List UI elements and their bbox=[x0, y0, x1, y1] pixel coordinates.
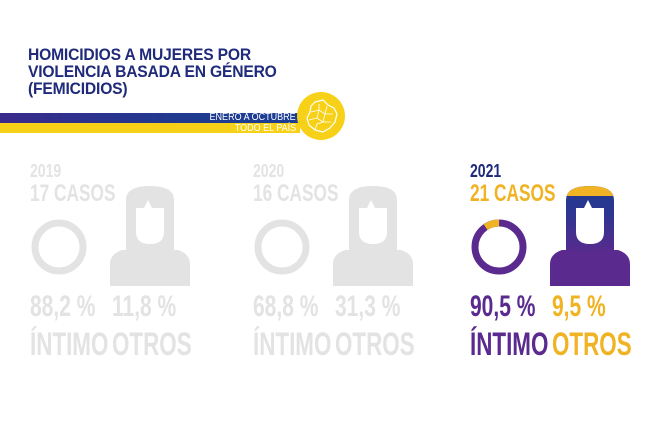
intimo-label: ÍNTIMO bbox=[470, 326, 549, 362]
yellow-band bbox=[0, 123, 300, 133]
period-label: ENERO A OCTUBRE bbox=[209, 112, 296, 123]
donut-chart-icon bbox=[31, 219, 87, 275]
scope-label: TODO EL PAÍS bbox=[234, 123, 296, 134]
woman-icon bbox=[110, 186, 190, 286]
year-label: 2020 bbox=[253, 161, 285, 181]
year-label: 2019 bbox=[30, 161, 62, 181]
otros-percent: 11,8 % bbox=[112, 290, 177, 323]
intimo-percent: 90,5 % bbox=[470, 290, 536, 323]
intimo-percent: 68,8 % bbox=[253, 290, 319, 323]
year-label: 2021 bbox=[470, 161, 502, 181]
year-block-2019: 2019 17 CASOS 88,2 % 11,8 % ÍNTIMO OTROS bbox=[30, 160, 230, 370]
otros-percent: 31,3 % bbox=[335, 290, 401, 323]
uruguay-map-icon bbox=[297, 92, 345, 140]
otros-percent: 9,5 % bbox=[552, 290, 606, 323]
woman-icon bbox=[550, 186, 630, 286]
title-line-1: HOMICIDIOS A MUJERES POR bbox=[28, 45, 251, 64]
donut-chart-icon bbox=[471, 219, 527, 275]
blue-band bbox=[0, 113, 300, 123]
title-line-2: VIOLENCIA BASADA EN GÉNERO bbox=[28, 62, 277, 81]
year-block-2020: 2020 16 CASOS 68,8 % 31,3 % ÍNTIMO OTROS bbox=[253, 160, 453, 370]
otros-label: OTROS bbox=[335, 326, 415, 362]
intimo-percent: 88,2 % bbox=[30, 290, 96, 323]
intimo-label: ÍNTIMO bbox=[253, 326, 332, 362]
page-title: HOMICIDIOS A MUJERES POR VIOLENCIA BASAD… bbox=[28, 46, 277, 97]
intimo-label: ÍNTIMO bbox=[30, 326, 109, 362]
year-block-2021: 2021 21 CASOS 90,5 % 9,5 % ÍNTIMO OTROS bbox=[470, 160, 658, 370]
cases-count: 21 CASOS bbox=[470, 180, 556, 207]
donut-chart-icon bbox=[254, 219, 310, 275]
cases-count: 16 CASOS bbox=[253, 180, 339, 207]
otros-label: OTROS bbox=[552, 326, 632, 362]
title-line-3: (FEMICIDIOS) bbox=[28, 79, 128, 98]
woman-icon bbox=[333, 186, 413, 286]
otros-label: OTROS bbox=[112, 326, 192, 362]
cases-count: 17 CASOS bbox=[30, 180, 116, 207]
